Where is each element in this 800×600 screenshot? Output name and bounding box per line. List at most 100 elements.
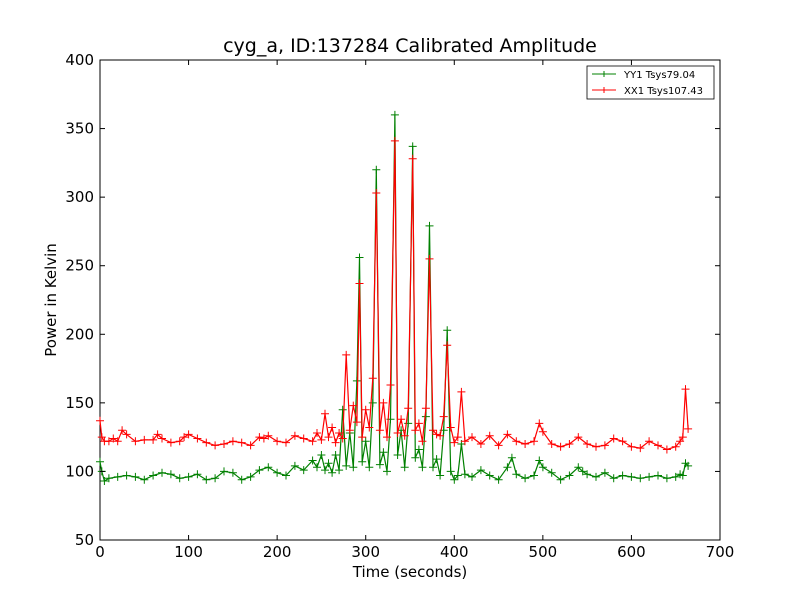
data-point-xx1: [436, 431, 445, 440]
data-point-xx1: [678, 433, 687, 442]
data-point-xx1: [321, 409, 329, 418]
y-tick-label: 250: [65, 257, 94, 275]
x-tick-label: 700: [706, 543, 735, 561]
y-axis-label: Power in Kelvin: [42, 243, 60, 357]
data-point-xx1: [439, 412, 448, 421]
data-point-xx1: [368, 374, 377, 383]
data-point-yy1: [331, 451, 340, 459]
data-point-yy1: [684, 461, 693, 470]
data-point-xx1: [264, 431, 273, 440]
data-point-xx1: [521, 440, 530, 448]
data-point-yy1: [299, 466, 308, 475]
data-point-yy1: [379, 448, 388, 457]
data-point-yy1: [175, 474, 184, 483]
data-point-xx1: [96, 416, 104, 425]
data-point-yy1: [453, 471, 462, 480]
data-point-xx1: [618, 437, 627, 446]
data-point-yy1: [342, 461, 351, 470]
data-point-xx1: [342, 350, 351, 359]
data-point-yy1: [328, 468, 337, 477]
data-point-xx1: [131, 437, 140, 446]
data-point-yy1: [131, 472, 140, 481]
data-point-yy1: [476, 466, 485, 475]
data-point-yy1: [237, 475, 246, 484]
data-point-yy1: [264, 463, 273, 472]
legend-label-yy1: YY1 Tsys79.04: [623, 70, 695, 81]
data-point-xx1: [453, 433, 462, 442]
data-point-xx1: [676, 437, 685, 446]
data-point-xx1: [104, 437, 113, 446]
data-point-yy1: [521, 474, 530, 483]
data-point-xx1: [390, 136, 399, 145]
data-point-xx1: [393, 429, 402, 437]
data-point-yy1: [184, 472, 193, 481]
data-point-xx1: [404, 404, 413, 413]
data-point-yy1: [530, 471, 538, 480]
data-point-xx1: [443, 341, 452, 350]
data-point-xx1: [282, 438, 290, 447]
x-tick-label: 100: [174, 543, 203, 561]
data-point-yy1: [166, 470, 175, 479]
data-point-xx1: [535, 419, 544, 428]
legend-marker-xx1: [601, 87, 607, 93]
data-point-yy1: [335, 466, 344, 475]
data-point-xx1: [361, 405, 370, 414]
data-point-yy1: [255, 466, 264, 475]
data-point-yy1: [158, 468, 166, 477]
data-point-xx1: [383, 433, 391, 442]
y-tick-label: 300: [65, 188, 94, 206]
data-point-xx1: [365, 423, 374, 432]
data-point-xx1: [494, 441, 503, 450]
data-point-xx1: [97, 433, 106, 442]
data-point-xx1: [397, 415, 406, 424]
data-point-yy1: [425, 221, 434, 230]
data-point-xx1: [460, 437, 469, 446]
data-point-yy1: [414, 445, 423, 454]
data-point-yy1: [429, 463, 437, 472]
data-point-yy1: [149, 471, 158, 480]
data-point-yy1: [317, 451, 326, 459]
y-tick-label: 150: [65, 394, 94, 412]
y-tick-labels: 50 100 150 200 250 300 350 400: [65, 51, 94, 549]
y-tick-label: 200: [65, 325, 94, 343]
data-point-yy1: [583, 470, 592, 479]
data-point-xx1: [662, 445, 671, 454]
data-point-yy1: [308, 456, 317, 465]
y-tick-label: 400: [65, 51, 94, 69]
data-point-xx1: [113, 437, 122, 446]
data-point-yy1: [400, 463, 409, 472]
data-point-xx1: [237, 438, 246, 447]
data-point-xx1: [153, 430, 162, 439]
data-point-xx1: [313, 429, 321, 437]
data-point-xx1: [408, 154, 417, 163]
data-point-yy1: [358, 457, 367, 466]
data-point-xx1: [193, 434, 202, 443]
x-axis-label: Time (seconds): [352, 563, 468, 581]
data-point-xx1: [324, 433, 333, 442]
data-point-yy1: [313, 463, 321, 472]
data-point-xx1: [654, 441, 662, 450]
data-point-yy1: [450, 475, 459, 484]
data-point-yy1: [228, 468, 237, 477]
y-tick-label: 50: [75, 531, 94, 549]
data-point-yy1: [418, 463, 427, 472]
data-point-yy1: [246, 472, 255, 481]
data-point-yy1: [220, 467, 228, 476]
plot-area: [96, 59, 721, 541]
data-point-yy1: [140, 475, 149, 484]
data-point-yy1: [662, 474, 671, 483]
data-point-yy1: [404, 419, 413, 428]
data-point-yy1: [678, 471, 687, 480]
data-point-xx1: [255, 433, 264, 442]
data-point-yy1: [122, 471, 131, 480]
data-point-xx1: [299, 434, 308, 443]
data-point-yy1: [512, 470, 521, 479]
data-point-yy1: [375, 460, 384, 469]
data-point-yy1: [365, 463, 374, 472]
data-point-xx1: [184, 430, 193, 439]
chart-title: cyg_a, ID:137284 Calibrated Amplitude: [223, 35, 597, 57]
data-point-yy1: [592, 472, 600, 481]
x-tick-label: 0: [95, 543, 105, 561]
data-point-xx1: [158, 434, 166, 443]
